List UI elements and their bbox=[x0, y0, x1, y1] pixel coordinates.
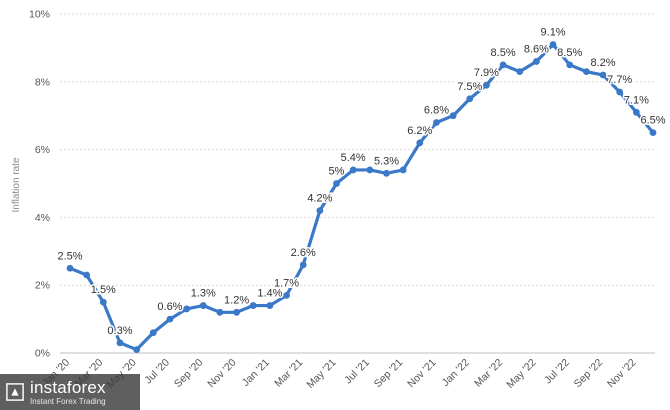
y-tick-label: 0% bbox=[35, 348, 50, 360]
y-tick-label: 4% bbox=[35, 212, 50, 224]
data-label: 7.7% bbox=[607, 74, 632, 86]
data-point bbox=[233, 308, 240, 316]
data-point bbox=[316, 207, 324, 215]
data-point bbox=[499, 61, 507, 69]
data-point bbox=[183, 305, 191, 313]
data-label: 8.2% bbox=[590, 57, 615, 69]
instaforex-logo-icon bbox=[6, 383, 24, 401]
data-point bbox=[283, 291, 290, 299]
data-label: 9.1% bbox=[541, 27, 566, 39]
data-label: 1.5% bbox=[91, 284, 116, 296]
data-label: 6.8% bbox=[424, 104, 449, 116]
data-label: 7.9% bbox=[474, 67, 499, 79]
x-tick-label: Mar '22 bbox=[472, 357, 505, 390]
y-axis-title: Inflation rate bbox=[11, 157, 22, 212]
data-point bbox=[632, 108, 640, 116]
y-tick-label: 2% bbox=[35, 280, 50, 292]
x-tick-label: May '22 bbox=[504, 357, 538, 391]
x-tick-label: Nov '21 bbox=[405, 357, 439, 391]
grid-lines bbox=[60, 13, 655, 354]
data-label: 1.7% bbox=[274, 277, 299, 289]
data-point bbox=[299, 261, 307, 269]
data-label: 8.6% bbox=[524, 43, 549, 55]
data-point bbox=[649, 129, 657, 137]
data-point bbox=[166, 315, 174, 323]
data-point bbox=[199, 302, 207, 309]
data-point bbox=[483, 81, 490, 89]
data-point bbox=[399, 166, 407, 174]
x-tick-label: Jul '22 bbox=[542, 357, 572, 387]
data-point bbox=[249, 302, 257, 309]
data-point bbox=[433, 119, 440, 126]
data-point bbox=[216, 308, 224, 316]
y-tick-label: 6% bbox=[35, 144, 50, 156]
data-point bbox=[133, 346, 141, 354]
series-points bbox=[66, 41, 657, 354]
data-point bbox=[333, 180, 340, 187]
data-point bbox=[66, 264, 74, 272]
data-label: 0.3% bbox=[107, 325, 132, 337]
data-point bbox=[366, 166, 374, 174]
data-point bbox=[516, 68, 524, 76]
data-point bbox=[349, 166, 357, 174]
series-line bbox=[68, 42, 655, 352]
data-point bbox=[549, 41, 557, 48]
x-tick-label: Nov '20 bbox=[205, 357, 239, 391]
data-label: 6.2% bbox=[407, 125, 432, 137]
data-label: 5% bbox=[329, 166, 345, 178]
data-point bbox=[383, 169, 390, 177]
data-label: 2.6% bbox=[291, 247, 316, 259]
data-point bbox=[449, 112, 457, 120]
data-label: 1.3% bbox=[191, 288, 216, 300]
data-point bbox=[83, 271, 91, 279]
y-tick-label: 8% bbox=[35, 76, 50, 88]
data-point bbox=[266, 302, 274, 309]
data-label: 5.3% bbox=[374, 155, 399, 167]
data-label: 1.2% bbox=[224, 294, 249, 306]
data-point bbox=[416, 139, 424, 147]
watermark-text: instaforex Instant Forex Trading bbox=[30, 379, 106, 406]
data-label: 0.6% bbox=[157, 301, 182, 313]
data-label: 8.5% bbox=[557, 47, 582, 59]
data-label: 7.5% bbox=[457, 81, 482, 93]
watermark-tagline: Instant Forex Trading bbox=[30, 396, 106, 406]
x-tick-label: Mar '21 bbox=[272, 357, 305, 390]
data-point bbox=[566, 61, 574, 69]
x-tick-label: Sep '22 bbox=[572, 357, 606, 391]
x-tick-label: Jan '22 bbox=[440, 357, 472, 389]
inflation-line bbox=[68, 42, 655, 352]
data-label: 1.4% bbox=[257, 288, 282, 300]
data-point bbox=[599, 71, 607, 79]
x-tick-label: Jan '21 bbox=[240, 357, 272, 389]
data-label: 6.5% bbox=[640, 115, 665, 127]
data-point bbox=[533, 58, 540, 65]
y-axis-ticks: 0% 2% 4% 6% 8% 10% bbox=[29, 9, 50, 360]
data-point bbox=[99, 298, 107, 306]
data-point bbox=[466, 95, 474, 103]
x-tick-label: Sep '20 bbox=[172, 357, 206, 391]
data-point bbox=[616, 88, 624, 96]
x-tick-label: May '21 bbox=[304, 357, 338, 391]
x-tick-label: Sep '21 bbox=[372, 357, 406, 391]
data-point bbox=[116, 339, 124, 347]
x-tick-label: Jul '20 bbox=[142, 357, 172, 387]
data-label: 5.4% bbox=[341, 152, 366, 164]
data-label: 8.5% bbox=[491, 47, 516, 59]
data-label: 7.1% bbox=[624, 94, 649, 106]
data-label: 4.2% bbox=[307, 193, 332, 205]
y-tick-label: 10% bbox=[29, 9, 50, 21]
instaforex-watermark: instaforex Instant Forex Trading bbox=[0, 374, 140, 410]
data-label: 2.5% bbox=[57, 250, 82, 262]
data-point bbox=[582, 68, 590, 76]
x-tick-label: Nov '22 bbox=[605, 357, 639, 391]
data-point bbox=[149, 329, 157, 337]
x-tick-label: Jul '21 bbox=[342, 357, 372, 387]
watermark-brand: instaforex bbox=[30, 377, 106, 397]
data-labels: 2.5% 1.5% 0.3% 0.6% 1.3% 1.2% 1.4%1.7% 2.6% 4.2%… bbox=[56, 25, 667, 338]
